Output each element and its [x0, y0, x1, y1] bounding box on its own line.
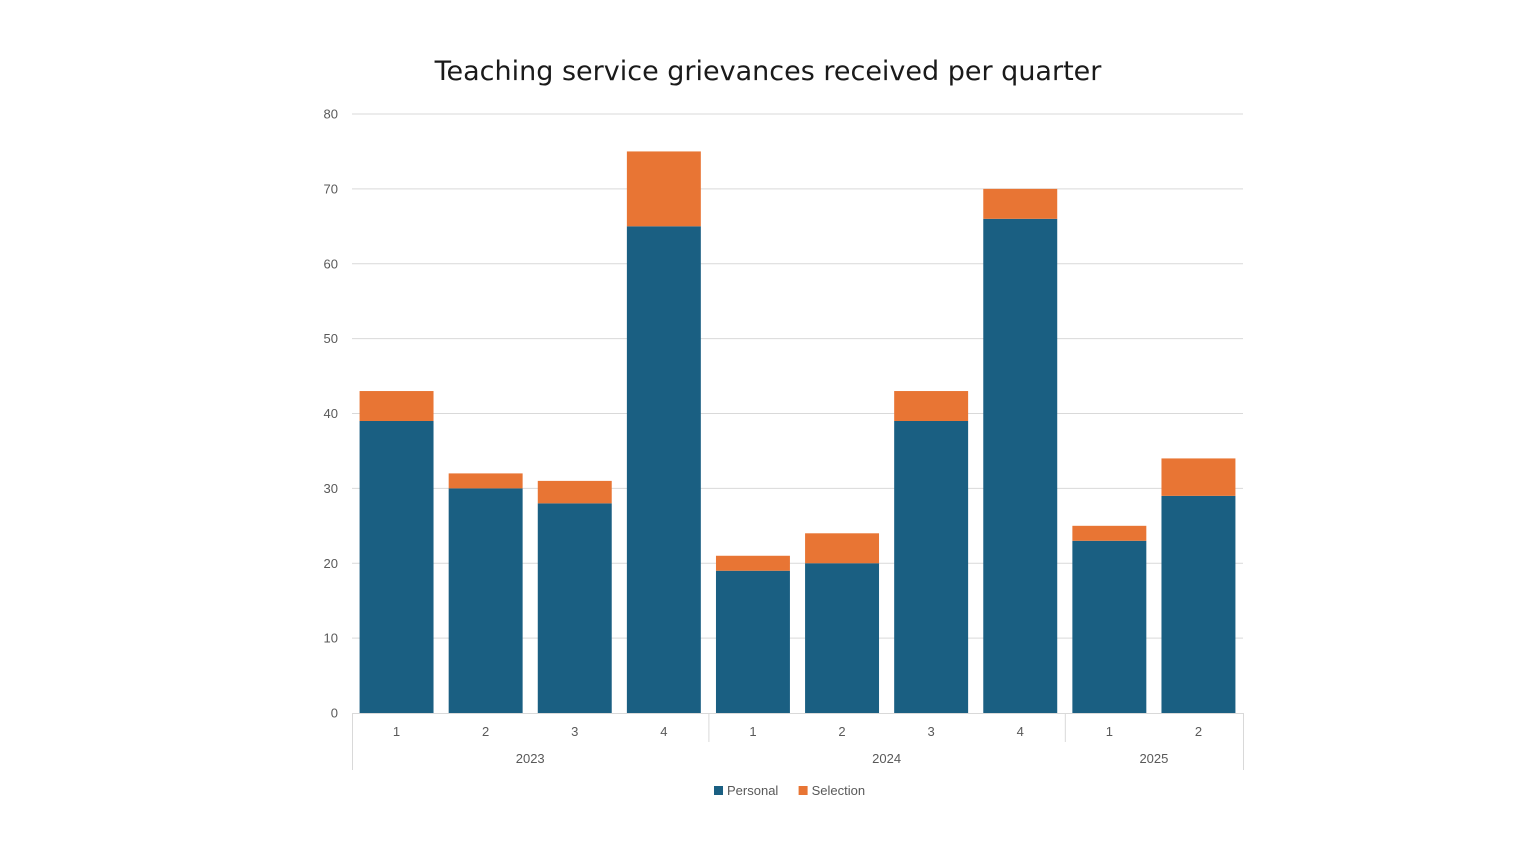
- bars: [359, 151, 1236, 713]
- y-tick-label: 30: [324, 481, 338, 496]
- y-tick-label: 40: [324, 406, 338, 421]
- bar-selection-7: [894, 391, 969, 421]
- x-group-label: 2023: [516, 751, 545, 766]
- x-tick-label: 4: [660, 724, 667, 739]
- x-tick-label: 3: [571, 724, 578, 739]
- bar-personal-5: [715, 570, 790, 713]
- x-tick-label: 4: [1017, 724, 1024, 739]
- x-tick-label: 3: [928, 724, 935, 739]
- chart-title: Teaching service grievances received per…: [434, 56, 1102, 87]
- legend-swatch-selection: [798, 786, 808, 795]
- y-tick-label: 0: [331, 706, 338, 721]
- bar-selection-4: [626, 151, 701, 227]
- bar-selection-6: [805, 533, 880, 564]
- bar-personal-3: [537, 503, 612, 713]
- y-tick-label: 50: [324, 331, 338, 346]
- bar-selection-1: [359, 391, 434, 421]
- bar-personal-8: [983, 218, 1058, 713]
- y-tick-label: 80: [324, 107, 338, 122]
- x-tick-label: 1: [749, 724, 756, 739]
- legend-label-personal: Personal: [727, 783, 778, 798]
- y-tick-label: 60: [324, 256, 338, 271]
- x-tick-label: 1: [393, 724, 400, 739]
- x-tick-label: 2: [482, 724, 489, 739]
- y-axis-ticks: 0 10 20 30 40 50 60 70 80: [324, 107, 338, 721]
- legend-swatch-personal: [714, 786, 723, 795]
- bar-personal-7: [894, 420, 969, 713]
- x-tick-label: 2: [838, 724, 845, 739]
- bar-personal-10: [1161, 495, 1236, 713]
- y-tick-label: 20: [324, 556, 338, 571]
- bar-selection-10: [1161, 458, 1236, 496]
- y-tick-label: 70: [324, 181, 338, 196]
- bar-personal-9: [1072, 540, 1147, 713]
- bar-personal-6: [805, 563, 880, 713]
- bar-selection-8: [983, 188, 1058, 219]
- x-group-label: 2024: [872, 751, 901, 766]
- bar-personal-2: [448, 488, 523, 713]
- x-group-label: 2025: [1139, 751, 1168, 766]
- x-axis: 1 2 3 4 1 2 3 4 1 2 2023 2024 2025: [352, 713, 1244, 770]
- bar-personal-1: [359, 420, 434, 713]
- bar-selection-5: [715, 555, 790, 571]
- y-tick-label: 10: [324, 631, 338, 646]
- bar-selection-3: [537, 480, 612, 504]
- legend: Personal Selection: [714, 783, 865, 798]
- bar-selection-2: [448, 473, 523, 489]
- legend-label-selection: Selection: [812, 783, 865, 798]
- bar-personal-4: [626, 226, 701, 713]
- x-tick-label: 1: [1106, 724, 1113, 739]
- bar-selection-9: [1072, 525, 1147, 541]
- x-tick-label: 2: [1195, 724, 1202, 739]
